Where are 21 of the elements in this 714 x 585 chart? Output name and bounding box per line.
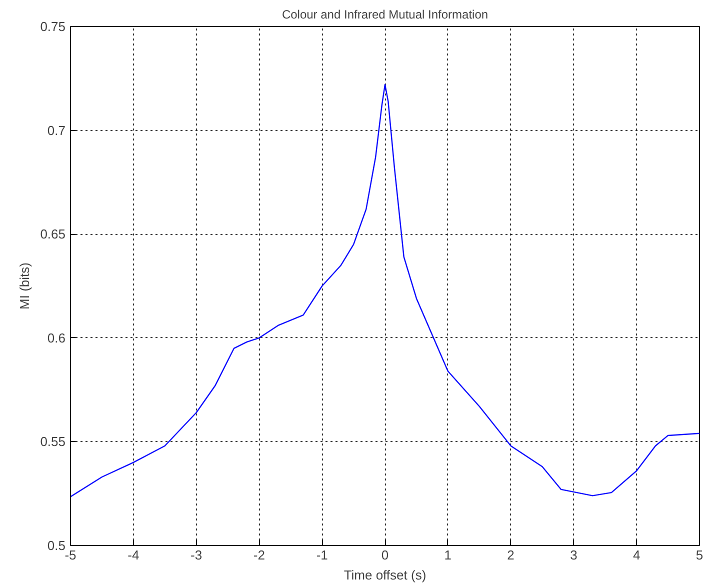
y-tick-label: 0.5 [47,538,66,553]
x-axis-title: Time offset (s) [344,568,426,582]
y-axis-title: MI (bits) [17,262,32,310]
x-tick-label: -5 [64,548,76,562]
line-series [70,84,700,498]
y-tick-label: 0.6 [47,330,66,346]
y-tick-label: 0.55 [40,434,66,450]
x-tick-label: -4 [128,548,140,562]
x-tick-label: -3 [190,548,202,562]
y-tick-label: 0.75 [40,19,66,34]
y-tick-label: 0.65 [40,226,66,242]
x-tick-label: 2 [507,548,514,562]
x-tick-label: -2 [253,548,265,562]
x-tick-label: 0 [381,548,389,562]
x-tick-label: 4 [632,548,640,562]
y-tick-label: 0.7 [47,122,66,138]
x-tick-label: 1 [444,548,452,562]
x-tick-label: -1 [316,548,328,562]
x-tick-label: 5 [696,548,704,562]
chart-title: Colour and Infrared Mutual Information [282,8,488,22]
x-tick-label: 3 [570,548,578,562]
